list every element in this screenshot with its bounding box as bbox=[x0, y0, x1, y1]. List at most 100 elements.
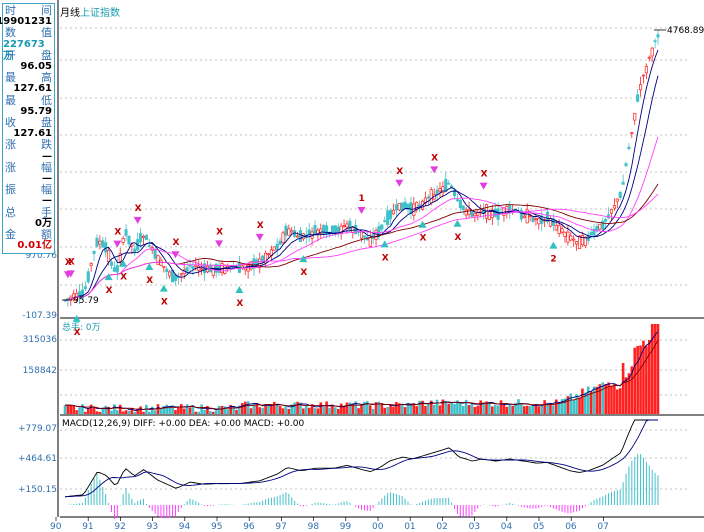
volume-bar bbox=[249, 408, 253, 414]
volume-bar bbox=[554, 399, 558, 414]
volume-bar bbox=[540, 405, 544, 414]
x-tick-label: 05 bbox=[533, 522, 544, 532]
volume-bar bbox=[572, 399, 576, 414]
x-tick-label: 07 bbox=[597, 522, 608, 532]
y-tick-label: 315036 bbox=[23, 335, 58, 345]
volume-bar bbox=[528, 406, 532, 414]
volume-bar bbox=[502, 404, 506, 414]
price-candles bbox=[63, 30, 660, 307]
signal-label: X bbox=[65, 258, 72, 268]
volume-bar bbox=[621, 362, 625, 414]
volume-bar bbox=[650, 324, 654, 414]
candle-body bbox=[89, 263, 93, 266]
volume-bar bbox=[386, 407, 389, 414]
candle-body bbox=[319, 228, 323, 234]
volume-bar bbox=[159, 409, 163, 414]
signal-marker: X bbox=[66, 257, 75, 278]
volume-bar bbox=[223, 406, 227, 414]
volume-bar bbox=[595, 386, 599, 414]
candle-body bbox=[647, 56, 651, 59]
info-value: 96.05 bbox=[20, 61, 52, 72]
volume-bar bbox=[444, 400, 448, 414]
signal-label: X bbox=[420, 234, 427, 244]
candle-body bbox=[121, 238, 125, 243]
volume-bar bbox=[479, 400, 482, 414]
volume-bar bbox=[270, 404, 273, 414]
signal-marker: X bbox=[299, 255, 308, 278]
volume-ma-line bbox=[64, 331, 659, 411]
signal-label: X bbox=[106, 286, 113, 296]
volume-bar bbox=[456, 400, 459, 414]
candle-body bbox=[307, 229, 311, 235]
volume-bar bbox=[86, 408, 90, 414]
candle-body bbox=[656, 34, 660, 38]
up-arrow-icon bbox=[299, 255, 308, 263]
y-tick-label: -107.39 bbox=[22, 311, 57, 321]
signal-label: X bbox=[454, 233, 461, 243]
volume-bar bbox=[380, 402, 384, 414]
volume-bar bbox=[328, 407, 331, 414]
period-label[interactable]: 月线 bbox=[60, 8, 80, 19]
candle-body bbox=[557, 225, 561, 235]
candle-body bbox=[368, 237, 372, 247]
candle-body bbox=[188, 264, 192, 267]
volume-bar bbox=[549, 402, 552, 414]
index-name[interactable]: 上证指数 bbox=[80, 8, 120, 19]
candle-body bbox=[133, 248, 137, 253]
volume-bar bbox=[299, 402, 302, 414]
volume-bar bbox=[325, 401, 328, 414]
candle-body bbox=[612, 205, 616, 209]
volume-bar bbox=[505, 406, 509, 414]
candle-body bbox=[418, 204, 422, 207]
info-value: 127.61 bbox=[13, 128, 52, 140]
candle-body bbox=[577, 235, 582, 249]
candle-body bbox=[98, 240, 102, 245]
candle-body bbox=[112, 267, 116, 272]
candle-body bbox=[95, 237, 99, 247]
macd-histogram bbox=[64, 419, 659, 520]
volume-bar bbox=[441, 399, 445, 414]
candle-body bbox=[109, 261, 114, 266]
signal-label: 2 bbox=[550, 255, 556, 265]
candle-body bbox=[266, 253, 271, 256]
x-tick-label: 01 bbox=[404, 522, 415, 532]
up-arrow-icon bbox=[549, 241, 558, 249]
volume-bar bbox=[493, 404, 497, 414]
candle-body bbox=[72, 293, 76, 301]
volume-bar bbox=[450, 402, 453, 414]
info-value: — bbox=[42, 195, 52, 207]
candle-body bbox=[636, 94, 640, 102]
volume-bar bbox=[357, 408, 360, 414]
volume-bar bbox=[133, 411, 137, 414]
volume-bar bbox=[604, 384, 607, 414]
volume-bar bbox=[214, 410, 218, 414]
info-label: 盘 bbox=[41, 116, 52, 129]
info-value: 0万 bbox=[35, 217, 52, 229]
y-tick-label: +150.15 bbox=[18, 485, 57, 495]
candle-body bbox=[653, 40, 657, 43]
volume-bar bbox=[348, 402, 352, 414]
volume-bar bbox=[366, 401, 369, 414]
volume-bar bbox=[92, 406, 96, 414]
candle-body bbox=[287, 228, 291, 236]
volume-bar bbox=[400, 403, 404, 414]
volume-bar bbox=[275, 405, 279, 414]
candle-body bbox=[441, 186, 445, 194]
volume-bar bbox=[179, 404, 183, 414]
signal-label: X bbox=[216, 227, 223, 237]
candle-body bbox=[200, 268, 204, 271]
volume-bar bbox=[150, 406, 154, 414]
volume-bar bbox=[293, 402, 296, 414]
signal-marker: X bbox=[215, 227, 224, 248]
candle-body bbox=[374, 230, 378, 240]
candle-body bbox=[107, 249, 111, 262]
grid-lines bbox=[57, 0, 704, 518]
candle-body bbox=[179, 273, 183, 276]
candle-body bbox=[444, 179, 448, 192]
signal-label: X bbox=[74, 328, 81, 338]
signal-marker: X bbox=[159, 284, 168, 308]
volume-bar bbox=[101, 407, 105, 414]
volume-bar bbox=[543, 400, 546, 414]
moving-averages bbox=[64, 49, 659, 301]
info-label: 手 bbox=[41, 205, 52, 219]
